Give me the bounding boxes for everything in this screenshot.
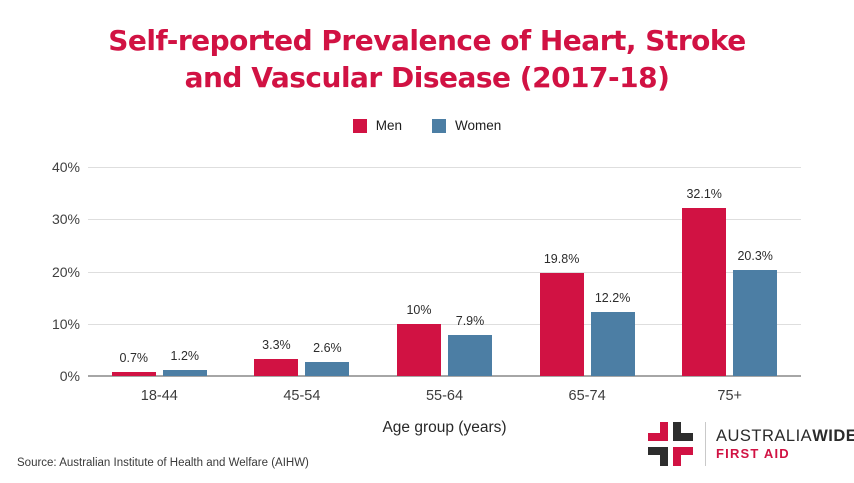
x-axis-title: Age group (years): [382, 419, 507, 436]
logo-brand-bold: WIDE: [812, 426, 854, 445]
bar-value-label: 7.9%: [455, 313, 485, 328]
x-tick-label: 45-54: [283, 388, 321, 404]
bar-men-75+: [682, 208, 727, 376]
women-swatch: [431, 118, 446, 133]
cross-bracket-top-right: [673, 422, 693, 441]
legend-item-men: Men: [352, 118, 402, 133]
x-axis-line: [88, 375, 801, 377]
chart-legend: Men Women: [0, 118, 854, 133]
y-tick-label: 10%: [51, 315, 80, 332]
x-tick-label: 65-74: [568, 388, 606, 404]
logo-text: AUSTRALIAWIDE FIRST AID: [716, 427, 854, 462]
bar-men-18-44: [111, 372, 156, 376]
legend-label-men: Men: [375, 118, 402, 133]
bar-men-55-64: [397, 323, 441, 376]
bar-value-label: 10%: [406, 302, 432, 317]
bar-men-65-74: [539, 272, 584, 376]
x-tick-label: 75+: [717, 388, 742, 404]
bar-women-55-64: [448, 334, 492, 376]
bar-women-65-74: [590, 312, 635, 376]
logo-subtitle: FIRST AID: [716, 445, 790, 461]
y-tick-label: 0%: [59, 368, 80, 384]
y-tick-label: 40%: [51, 159, 80, 175]
y-tick-label: 20%: [51, 263, 80, 280]
bar-value-label: 12.2%: [594, 291, 631, 306]
source-note: Source: Australian Institute of Health a…: [17, 457, 309, 469]
bar-value-label: 1.2%: [170, 348, 200, 363]
bar-women-45-54: [305, 362, 350, 376]
men-swatch: [352, 118, 367, 133]
bar-value-label: 3.3%: [262, 337, 291, 352]
gridline: [88, 219, 801, 221]
first-aid-cross-icon: [648, 422, 693, 466]
cross-bracket-bottom-right: [673, 447, 693, 466]
page-title-line2: and Vascular Disease (2017-18): [184, 61, 670, 94]
page-title-line1: Self-reported Prevalence of Heart, Strok…: [108, 24, 746, 57]
gridline: [88, 271, 801, 273]
legend-label-women: Women: [454, 118, 502, 133]
australia-wide-first-aid-logo: AUSTRALIAWIDE FIRST AID: [648, 422, 854, 466]
gridline: [88, 167, 801, 168]
cross-bracket-bottom-left: [648, 447, 668, 466]
page-title: Self-reported Prevalence of Heart, Strok…: [0, 22, 854, 96]
bar-men-45-54: [254, 358, 299, 376]
gridline: [88, 323, 801, 325]
cross-bracket-top-left: [648, 422, 668, 441]
bar-women-75+: [733, 269, 778, 376]
x-tick-label: 55-64: [425, 388, 464, 404]
x-tick-label: 18-44: [140, 388, 178, 404]
y-tick-label: 30%: [51, 211, 80, 228]
bar-value-label: 2.6%: [313, 341, 342, 356]
logo-brand-name: AUSTRALIAWIDE: [716, 427, 854, 446]
legend-item-women: Women: [431, 118, 502, 133]
bar-value-label: 19.8%: [543, 251, 580, 266]
bar-women-18-44: [162, 369, 207, 376]
bar-value-label: 20.3%: [737, 248, 773, 263]
logo-divider: [705, 422, 706, 466]
bar-value-label: 32.1%: [686, 187, 722, 202]
logo-brand-regular: AUSTRALIA: [716, 426, 813, 445]
bar-value-label: 0.7%: [119, 351, 149, 366]
